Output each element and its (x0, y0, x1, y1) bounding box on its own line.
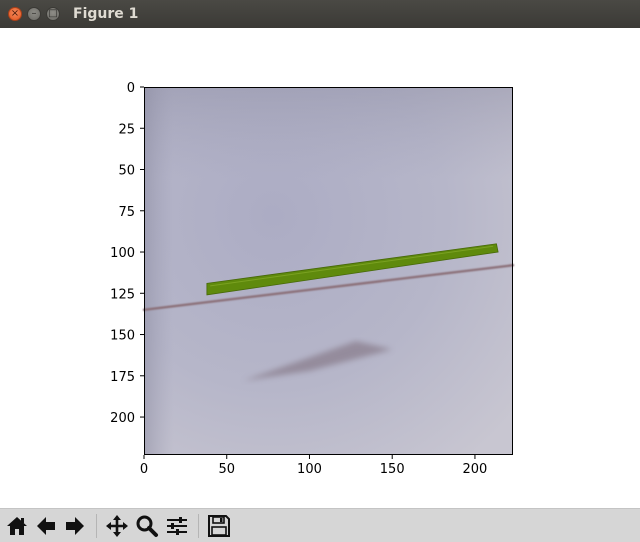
maximize-window-button[interactable]: □ (46, 7, 60, 21)
shadow (243, 341, 393, 381)
back-arrow-icon (37, 517, 55, 535)
y-tick-label: 0 (127, 81, 135, 96)
window-titlebar: × – □ Figure 1 (0, 0, 640, 28)
figure-canvas[interactable]: 0 50 100 150 200 0 25 50 75 100 125 150 175 200 (0, 28, 640, 508)
forward-arrow-icon (66, 517, 84, 535)
maximize-icon: □ (48, 8, 58, 19)
y-tick-label: 125 (110, 287, 135, 302)
x-tick-label: 150 (380, 462, 405, 477)
forward-button[interactable] (62, 513, 88, 539)
save-icon (208, 515, 230, 537)
window-title: Figure 1 (73, 6, 139, 22)
green-stick (206, 243, 499, 296)
y-tick-label: 150 (110, 329, 135, 344)
zoom-button[interactable] (134, 513, 160, 539)
close-icon: × (10, 8, 20, 19)
save-button[interactable] (206, 513, 232, 539)
y-tick-label: 75 (118, 205, 135, 220)
x-tick-label: 100 (297, 462, 322, 477)
y-tick-label: 50 (118, 164, 135, 179)
y-tick-label: 100 (110, 246, 135, 261)
y-tick-label: 200 (110, 411, 135, 426)
back-button[interactable] (33, 513, 59, 539)
zoom-icon (136, 515, 158, 537)
axes-frame (144, 87, 513, 455)
configure-subplots-icon (167, 517, 187, 535)
y-tick-label: 175 (110, 370, 135, 385)
x-tick-label: 0 (140, 462, 148, 477)
pan-button[interactable] (104, 513, 130, 539)
pan-icon (106, 515, 128, 537)
image-content (142, 87, 515, 455)
home-button[interactable] (4, 513, 30, 539)
thin-line (142, 264, 515, 311)
configure-subplots-button[interactable] (164, 513, 190, 539)
x-tick-label: 50 (218, 462, 235, 477)
toolbar-separator (198, 514, 199, 538)
minimize-icon: – (31, 8, 37, 19)
toolbar-separator (96, 514, 97, 538)
close-window-button[interactable]: × (8, 7, 22, 21)
image-plot: 0 50 100 150 200 0 25 50 75 100 125 150 175 200 (110, 81, 515, 477)
x-tick-label: 200 (463, 462, 488, 477)
home-icon (7, 517, 27, 535)
minimize-window-button[interactable]: – (27, 7, 41, 21)
x-axis: 0 50 100 150 200 (140, 455, 487, 477)
y-axis: 0 25 50 75 100 125 150 175 200 (110, 81, 144, 426)
navigation-toolbar (0, 508, 640, 542)
y-tick-label: 25 (118, 122, 135, 137)
